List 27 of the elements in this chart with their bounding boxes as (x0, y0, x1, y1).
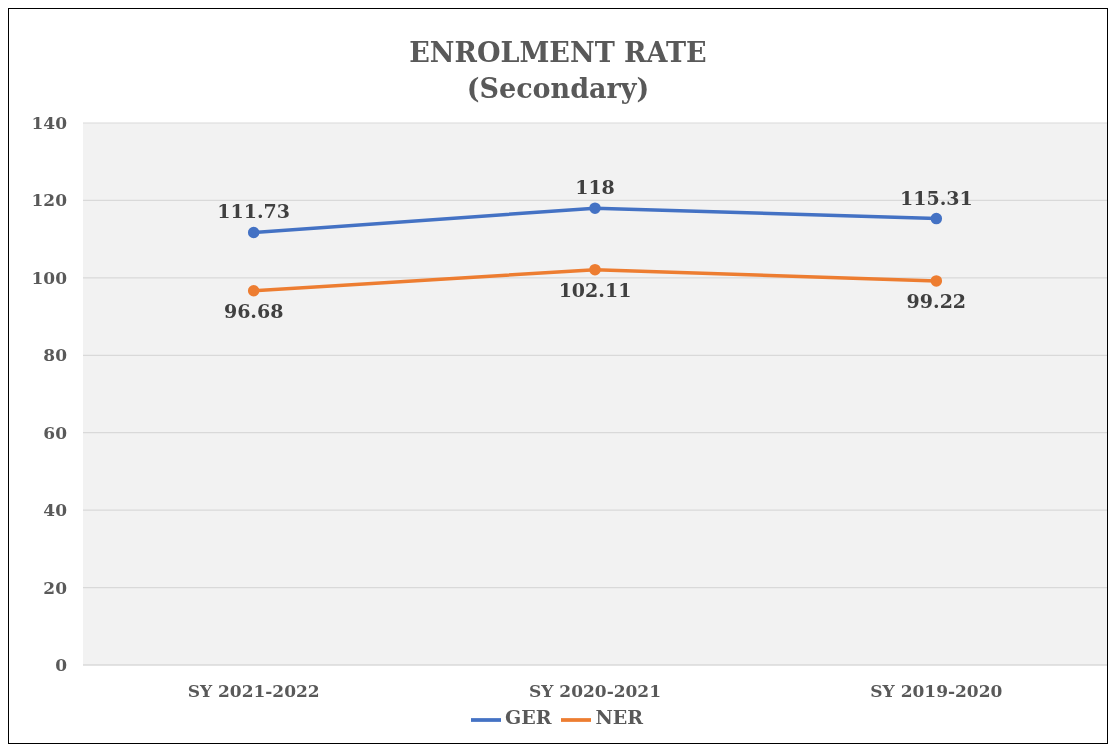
point (930, 212, 943, 225)
y-tick-label: 0 (55, 655, 68, 676)
chart-title: ENROLMENT RATE (408, 36, 708, 70)
y-tick-label: 100 (31, 267, 68, 288)
data-label: 111.73 (217, 200, 291, 223)
y-tick-label: 80 (43, 345, 68, 366)
point (247, 226, 260, 239)
y-tick-label: 140 (31, 113, 68, 134)
legend-label: GER (504, 705, 552, 728)
legend-label: NER (595, 705, 644, 728)
y-tick-label: 20 (43, 577, 68, 598)
x-tick-label: SY 2019-2020 (870, 681, 1003, 702)
point (589, 263, 601, 276)
data-label: 99.22 (906, 290, 967, 313)
data-label: 96.68 (223, 300, 284, 323)
x-tick-label: SY 2021-2022 (187, 681, 320, 702)
chart-subtitle: (Secondary) (465, 72, 651, 106)
data-label: 102.11 (558, 279, 632, 302)
point (247, 284, 260, 297)
y-tick-label: 60 (43, 422, 68, 443)
y-tick-label: 40 (43, 500, 68, 521)
data-label: 118 (575, 176, 615, 199)
data-label: 115.31 (899, 186, 973, 209)
x-tick-label: SY 2020-2021 (528, 681, 662, 702)
y-tick-label: 120 (31, 190, 68, 211)
point (930, 275, 943, 287)
point (589, 202, 601, 214)
